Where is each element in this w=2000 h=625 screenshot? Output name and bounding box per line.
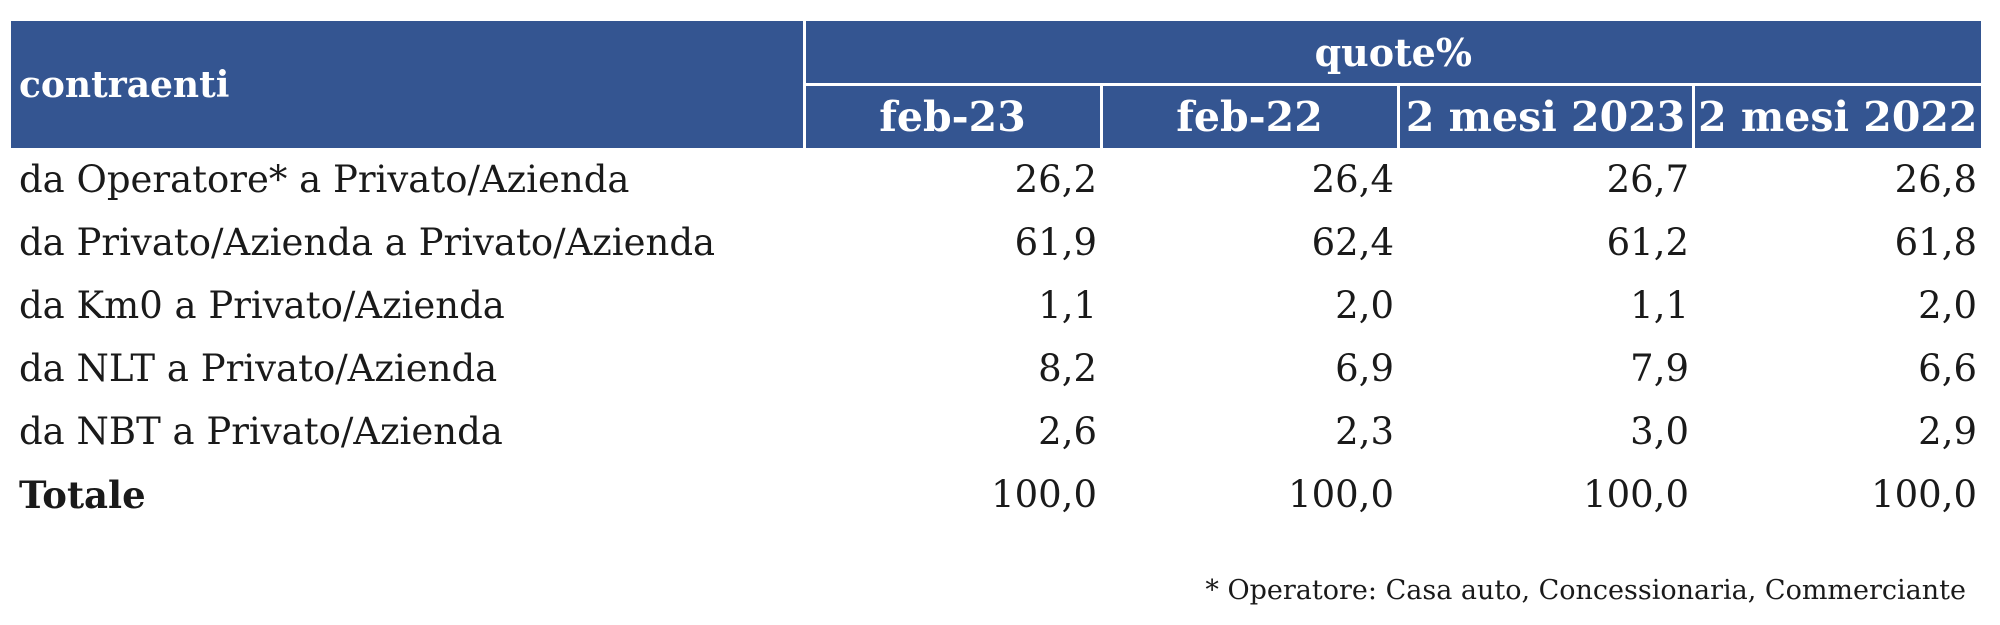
- footnote: * Operatore: Casa auto, Concessionaria, …: [1205, 575, 1966, 606]
- table-cell: 26,2: [1014, 158, 1097, 201]
- table-row: da NLT a Privato/Azienda 8,2 6,9 7,9 6,6: [11, 337, 1981, 400]
- table-cell: 2,0: [1335, 284, 1394, 327]
- row-label: da Operatore* a Privato/Azienda: [19, 158, 630, 201]
- table-cell: 6,9: [1335, 347, 1394, 390]
- table-cell: 26,4: [1311, 158, 1394, 201]
- table-cell: 2,0: [1918, 284, 1978, 327]
- table-row: da Privato/Azienda a Privato/Azienda 61,…: [11, 211, 1981, 274]
- row-label: da NBT a Privato/Azienda: [19, 410, 503, 453]
- table-cell: 26,7: [1606, 158, 1689, 201]
- total-cell: 100,0: [1288, 473, 1394, 516]
- row-header-contraenti: contraenti: [11, 21, 806, 148]
- table-cell: 2,3: [1335, 410, 1394, 453]
- total-cell: 100,0: [991, 473, 1097, 516]
- group-header-quote: quote%: [804, 21, 1982, 86]
- table-cell: 61,9: [1014, 221, 1097, 264]
- table-cell: 2,6: [1038, 410, 1097, 453]
- table-cell: 1,1: [1630, 284, 1689, 327]
- column-header: feb-23: [804, 84, 1101, 148]
- total-cell: 100,0: [1583, 473, 1689, 516]
- table-row: da Operatore* a Privato/Azienda 26,2 26,…: [11, 148, 1981, 211]
- table-cell: 62,4: [1311, 221, 1394, 264]
- row-label: da NLT a Privato/Azienda: [19, 347, 498, 390]
- row-label: da Km0 a Privato/Azienda: [19, 284, 505, 327]
- total-cell: 100,0: [1871, 473, 1978, 516]
- column-header: feb-22: [1099, 84, 1398, 148]
- table-cell: 7,9: [1630, 347, 1689, 390]
- data-table: contraenti quote% feb-23 feb-22 2 mesi 2…: [11, 21, 1982, 526]
- table-cell: 26,8: [1894, 158, 1978, 201]
- table-cell: 8,2: [1038, 347, 1097, 390]
- table-row: da NBT a Privato/Azienda 2,6 2,3 3,0 2,9: [11, 400, 1981, 463]
- table-cell: 1,1: [1038, 284, 1097, 327]
- column-header: 2 mesi 2023: [1396, 84, 1693, 148]
- total-row: Totale 100,0 100,0 100,0 100,0: [11, 463, 1981, 526]
- table-cell: 3,0: [1630, 410, 1689, 453]
- table-cell: 61,8: [1894, 221, 1978, 264]
- column-header: 2 mesi 2022: [1691, 84, 1982, 148]
- table-cell: 61,2: [1606, 221, 1689, 264]
- table-cell: 2,9: [1918, 410, 1978, 453]
- row-label: da Privato/Azienda a Privato/Azienda: [19, 221, 716, 264]
- total-label: Totale: [19, 472, 146, 517]
- table-row: da Km0 a Privato/Azienda 1,1 2,0 1,1 2,0: [11, 274, 1981, 337]
- table-cell: 6,6: [1918, 347, 1978, 390]
